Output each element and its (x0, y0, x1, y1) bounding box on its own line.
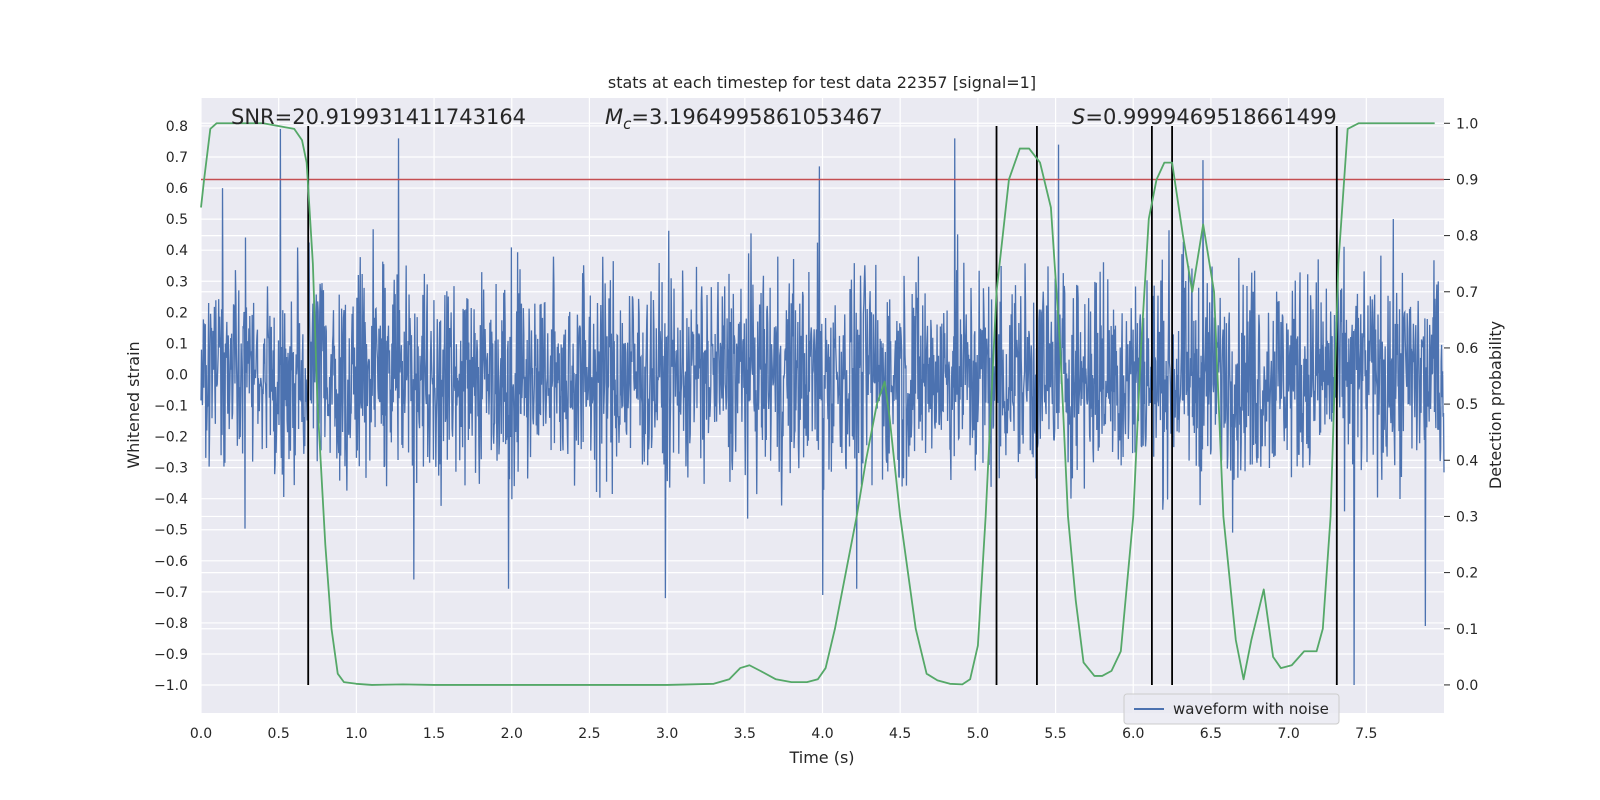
chirp-mass-value: =3.1964995861053467 (631, 105, 882, 129)
y2-tick-label: 0.8 (1456, 229, 1478, 245)
y-tick-label: 0.4 (166, 243, 188, 259)
probability-series (200, 122, 1435, 686)
waveform-line (200, 129, 1445, 686)
chart-title: stats at each timestep for test data 223… (608, 73, 1036, 92)
y2-tick-label: 0.9 (1456, 172, 1478, 188)
score-annotation: S=0.9999469518661499 (1072, 105, 1337, 129)
x-tick-label: 7.5 (1355, 726, 1377, 742)
y2-axis-label: Detection probability (1486, 321, 1505, 489)
y-tick-label: 0.3 (166, 274, 188, 290)
y2-tick-label: 0.5 (1456, 397, 1478, 413)
score-value: =0.9999469518661499 (1085, 105, 1336, 129)
chirp-mass-annotation: Mc=3.1964995861053467 (605, 105, 883, 133)
y2-tick-label: 1.0 (1456, 116, 1478, 132)
x-tick-label: 1.5 (423, 726, 445, 742)
x-tick-label: 2.0 (501, 726, 523, 742)
y2-tick-label: 0.3 (1456, 509, 1478, 525)
x-axis-label: Time (s) (788, 748, 854, 767)
x-tick-label: 5.0 (967, 726, 989, 742)
y-axis-label: Whitened strain (124, 341, 143, 468)
x-tick-label: 7.0 (1277, 726, 1299, 742)
snr-annotation: SNR=20.919931411743164 (231, 105, 526, 129)
x-tick-label: 0.0 (190, 726, 212, 742)
chirp-mass-subscript: c (623, 115, 632, 133)
y-tick-label: −0.1 (154, 399, 188, 415)
x-tick-label: 1.0 (345, 726, 367, 742)
y-tick-label: −0.3 (154, 461, 188, 477)
probability-line (200, 122, 1435, 686)
legend-box (1123, 693, 1340, 725)
y-tick-label: 0.6 (166, 181, 188, 197)
x-ticks: 0.0 0.5 1.0 1.5 2.0 2.5 3.0 3.5 4.0 4.5 5.0 5.5 6.0 6… (190, 726, 1378, 742)
y-tick-label: −1.0 (154, 678, 188, 694)
y-tick-label: −0.9 (154, 647, 188, 663)
y-tick-label: −0.5 (154, 523, 188, 539)
y2-tick-label: 0.1 (1456, 622, 1478, 638)
x-tick-label: 4.0 (811, 726, 833, 742)
y2-tick-label: 0.2 (1456, 566, 1478, 582)
legend: waveform with noise (1123, 693, 1340, 725)
waveform-series (200, 129, 1445, 686)
y2-tick-label: 0.7 (1456, 285, 1478, 301)
chirp-mass-symbol: M (605, 105, 623, 129)
x-tick-label: 5.5 (1044, 726, 1066, 742)
x-tick-label: 6.0 (1122, 726, 1144, 742)
y2-tick-label: 0.4 (1456, 453, 1478, 469)
y-tick-label: 0.5 (166, 212, 188, 228)
x-tick-label: 2.5 (578, 726, 600, 742)
y-tick-label: 0.7 (166, 150, 188, 166)
x-tick-label: 6.5 (1200, 726, 1222, 742)
y-tick-label: −0.7 (154, 585, 188, 601)
y-tick-label: 0.0 (166, 367, 188, 383)
legend-label-waveform: waveform with noise (1173, 700, 1329, 718)
x-tick-label: 4.5 (889, 726, 911, 742)
y-ticks: 0.8 0.7 0.6 0.5 0.4 0.3 0.2 0.1 0.0 −0.1 −0.2 −0.3 −… (154, 119, 188, 694)
x-tick-label: 3.0 (656, 726, 678, 742)
y-tick-label: 0.8 (166, 119, 188, 135)
y2-tick-label: 0.6 (1456, 341, 1478, 357)
score-symbol: S (1072, 105, 1085, 129)
y-tick-label: −0.6 (154, 554, 188, 570)
x-tick-label: 3.5 (734, 726, 756, 742)
grid (200, 98, 1444, 713)
y2-tick-label: 0.0 (1456, 678, 1478, 694)
y-tick-label: 0.2 (166, 305, 188, 321)
y2-ticks: 1.0 0.9 0.8 0.7 0.6 0.5 0.4 0.3 0.2 0.1 0.0 (1444, 116, 1478, 694)
detection-lines (307, 125, 1338, 686)
y-tick-label: −0.8 (154, 616, 188, 632)
y-tick-label: −0.4 (154, 492, 188, 508)
y-tick-label: 0.1 (166, 336, 188, 352)
y-tick-label: −0.2 (154, 430, 188, 446)
x-tick-label: 0.5 (268, 726, 290, 742)
